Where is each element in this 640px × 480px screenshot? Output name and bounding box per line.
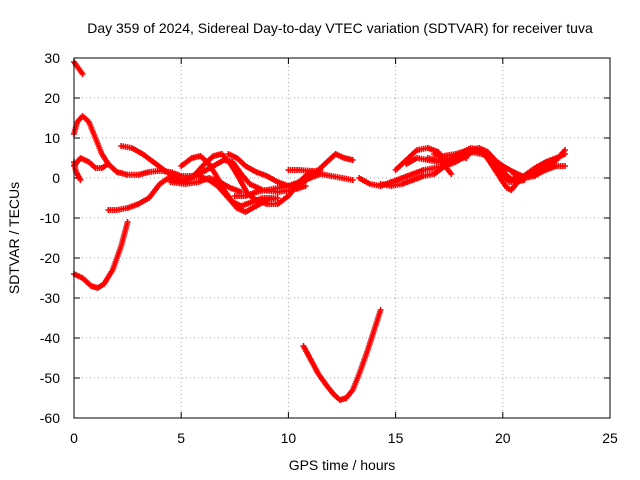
- series-arc11: [231, 171, 356, 199]
- y-tick-label: -60: [40, 410, 60, 426]
- y-tick-label: 30: [44, 50, 60, 66]
- series-arc1: [71, 59, 86, 77]
- data-point: [79, 71, 86, 77]
- y-tick-label: -40: [40, 330, 60, 346]
- x-tick-label: 0: [70, 430, 78, 446]
- data-point: [105, 161, 112, 167]
- series-arc21: [431, 145, 519, 185]
- series-arc13: [300, 307, 384, 403]
- x-axis-label: GPS time / hours: [289, 457, 396, 473]
- x-tick-label: 20: [495, 430, 511, 446]
- y-tick-label: -20: [40, 250, 60, 266]
- y-tick-label: 0: [52, 170, 60, 186]
- y-tick-label: 20: [44, 90, 60, 106]
- x-tick-label: 10: [281, 430, 297, 446]
- data-point: [448, 171, 455, 177]
- data-point: [349, 157, 356, 163]
- series-arc9: [167, 175, 245, 195]
- chart-title: Day 359 of 2024, Sidereal Day-to-day VTE…: [87, 20, 593, 36]
- x-tick-label: 15: [388, 430, 404, 446]
- data-point: [561, 163, 568, 169]
- series-arc16: [392, 145, 455, 177]
- x-tick-label: 25: [602, 430, 618, 446]
- plot-frame: [73, 57, 611, 419]
- data-series: [71, 59, 568, 403]
- y-tick-label: -30: [40, 290, 60, 306]
- data-point: [270, 195, 277, 201]
- y-tick-label: -50: [40, 370, 60, 386]
- data-point: [77, 177, 84, 183]
- data-point: [463, 155, 470, 161]
- data-point: [317, 169, 324, 175]
- series-arc5: [71, 219, 131, 291]
- data-point: [377, 307, 384, 313]
- data-point: [555, 155, 562, 161]
- x-tick-label: 5: [177, 430, 185, 446]
- y-axis-label: SDTVAR / TECUs: [6, 182, 22, 294]
- grid: [74, 58, 610, 418]
- data-point: [561, 147, 568, 153]
- y-tick-label: 10: [44, 130, 60, 146]
- data-point: [302, 183, 309, 189]
- data-point: [512, 179, 519, 185]
- y-tick-label: -10: [40, 210, 60, 226]
- data-point: [124, 219, 131, 225]
- series-arc20: [456, 149, 562, 179]
- series-arc12: [285, 167, 324, 175]
- data-point: [349, 177, 356, 183]
